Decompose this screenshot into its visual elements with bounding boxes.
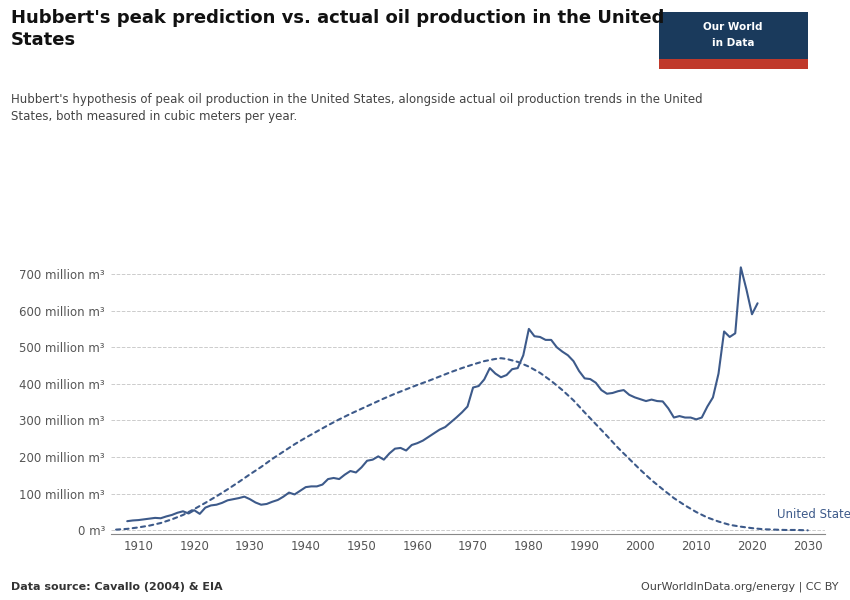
- Text: Our World: Our World: [703, 22, 763, 32]
- Text: Data source: Cavallo (2004) & EIA: Data source: Cavallo (2004) & EIA: [11, 582, 223, 592]
- Text: United States: United States: [777, 508, 850, 521]
- FancyBboxPatch shape: [659, 12, 808, 59]
- Text: Hubbert's peak prediction vs. actual oil production in the United
States: Hubbert's peak prediction vs. actual oil…: [11, 9, 665, 49]
- FancyBboxPatch shape: [659, 59, 808, 69]
- Text: OurWorldInData.org/energy | CC BY: OurWorldInData.org/energy | CC BY: [642, 582, 839, 592]
- Text: Hubbert's hypothesis of peak oil production in the United States, alongside actu: Hubbert's hypothesis of peak oil product…: [11, 93, 703, 123]
- Text: in Data: in Data: [711, 38, 755, 49]
